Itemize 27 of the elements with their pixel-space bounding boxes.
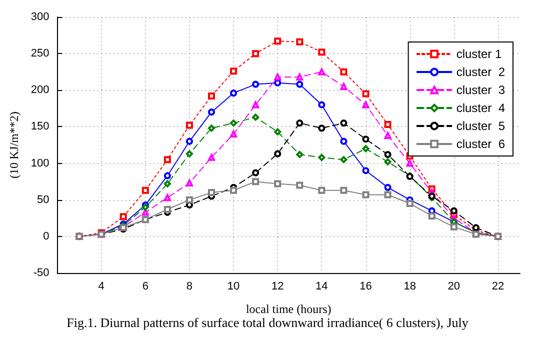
y-tick-label: 250 <box>30 48 50 60</box>
y-tick-label: 50 <box>37 194 50 206</box>
legend-label: cluster 3 <box>456 83 506 97</box>
y-tick-label: -50 <box>33 267 50 279</box>
y-tick-label: 300 <box>30 11 50 23</box>
legend-label: cluster 2 <box>456 65 506 79</box>
y-tick-label: 0 <box>43 230 50 242</box>
x-tick-label: 18 <box>404 280 416 292</box>
y-tick-label: 100 <box>30 157 50 170</box>
y-tick-label: 200 <box>30 84 50 96</box>
legend-label: cluster 4 <box>456 101 506 115</box>
x-axis-title: local time (hours) <box>246 302 332 316</box>
x-tick-label: 10 <box>227 280 240 292</box>
x-tick-label: 8 <box>186 280 193 292</box>
legend-label: cluster 5 <box>456 119 506 133</box>
x-tick-label: 16 <box>360 280 372 292</box>
x-tick-label: 22 <box>492 280 504 292</box>
legend-label: cluster 6 <box>456 137 506 151</box>
x-tick-label: 20 <box>448 280 460 292</box>
caption: Fig.1. Diurnal patterns of surface total downward irradiance( 6 clusters), July <box>66 315 469 330</box>
x-tick-label: 6 <box>142 280 148 292</box>
legend-label: cluster 1 <box>456 47 502 61</box>
y-tick-label: 150 <box>30 120 50 133</box>
x-tick-label: 4 <box>98 280 104 292</box>
x-tick-label: 12 <box>271 280 284 292</box>
y-axis-title: (10 KJ/m**2) <box>7 112 21 178</box>
x-tick-label: 14 <box>316 280 328 292</box>
